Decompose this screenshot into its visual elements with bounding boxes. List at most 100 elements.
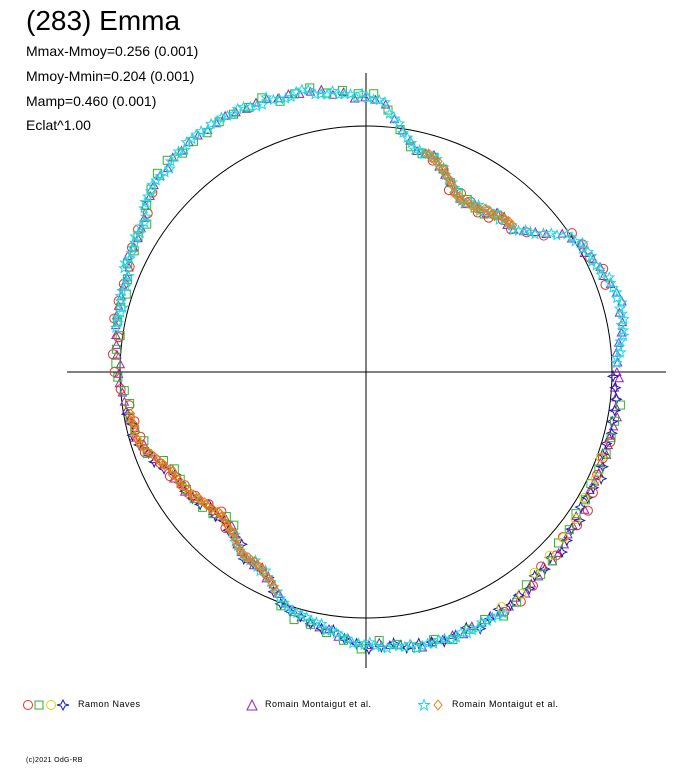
data-point-square <box>571 509 581 519</box>
data-point-star5 <box>114 289 127 302</box>
data-point-star5 <box>118 261 131 274</box>
data-point-circle-red <box>538 230 549 241</box>
data-point-star4 <box>574 500 587 514</box>
data-point-circle-red <box>600 279 611 290</box>
data-point-star5 <box>367 93 380 105</box>
data-point-star5 <box>185 132 198 145</box>
data-point-star5 <box>325 624 338 636</box>
data-point-diamond <box>266 577 277 587</box>
data-point-square <box>594 464 604 474</box>
data-point-square <box>182 484 192 494</box>
data-point-star5 <box>528 227 541 240</box>
data-point-triangle <box>611 287 622 297</box>
data-point-star5 <box>267 93 280 106</box>
data-point-star5 <box>363 636 376 648</box>
data-point-square <box>521 580 531 590</box>
data-point-star5 <box>330 626 343 639</box>
data-point-circle-red <box>113 332 124 343</box>
data-point-triangle <box>133 233 143 243</box>
data-point-star5 <box>524 225 537 238</box>
data-point-diamond <box>508 220 518 230</box>
data-point-diamond <box>475 204 485 215</box>
data-point-triangle <box>193 130 203 140</box>
data-point-star5 <box>114 295 127 307</box>
data-point-star5 <box>537 227 550 239</box>
data-point-diamond <box>421 148 431 158</box>
data-point-star5 <box>146 178 159 191</box>
data-point-triangle <box>314 622 324 632</box>
data-point-square <box>609 416 619 426</box>
data-point-star5 <box>576 236 589 249</box>
data-point-star5 <box>396 126 410 139</box>
data-point-square <box>119 386 129 396</box>
data-point-star5 <box>438 632 451 644</box>
data-point-star5 <box>610 286 623 298</box>
data-point-star5 <box>309 88 322 100</box>
data-point-diamond <box>222 520 232 530</box>
data-point-diamond <box>173 474 184 485</box>
data-point-square <box>111 358 121 368</box>
data-point-square <box>581 495 591 505</box>
data-point-star5 <box>315 617 328 630</box>
data-point-star5 <box>615 318 628 331</box>
star-diamond-icon <box>417 697 443 711</box>
data-point-star4 <box>522 582 536 595</box>
data-point-star5 <box>610 351 623 364</box>
data-point-diamond <box>135 441 146 451</box>
data-point-star5 <box>295 608 308 621</box>
data-point-circle-red <box>582 505 593 516</box>
data-point-star5 <box>610 356 623 369</box>
data-point-square <box>111 344 121 354</box>
data-point-diamond <box>495 210 505 220</box>
data-point-star5 <box>221 109 234 122</box>
data-point-diamond <box>229 527 239 537</box>
data-point-star5 <box>139 210 153 222</box>
data-point-square <box>498 611 508 621</box>
data-point-circle-yellow <box>570 513 581 524</box>
data-point-star5 <box>141 190 154 202</box>
data-point-star5 <box>201 123 214 136</box>
data-point-star4 <box>512 588 526 602</box>
data-point-star4 <box>605 415 619 428</box>
data-point-star5 <box>178 143 191 156</box>
data-point-triangle <box>520 588 531 598</box>
data-point-star5 <box>481 614 494 627</box>
data-point-diamond <box>503 215 513 226</box>
data-point-star5 <box>114 306 127 318</box>
data-point-star5 <box>227 107 240 120</box>
data-point-star5 <box>273 92 286 105</box>
data-point-star5 <box>338 87 351 100</box>
data-point-diamond <box>226 526 236 536</box>
page-title: (283) Emma <box>26 5 181 36</box>
data-point-triangle <box>553 547 564 557</box>
data-point-triangle <box>111 339 122 349</box>
data-point-star5 <box>290 85 303 98</box>
data-point-star5 <box>326 84 339 97</box>
data-point-diamond <box>158 459 169 469</box>
data-point-star5 <box>369 639 382 652</box>
data-point-circle-red <box>587 487 598 498</box>
data-point-square <box>554 538 564 548</box>
data-point-diamond <box>433 156 443 167</box>
data-point-star4 <box>126 417 139 431</box>
data-point-star5 <box>320 88 334 101</box>
data-point-star5 <box>256 98 269 110</box>
data-point-square <box>113 372 123 382</box>
data-point-circle-yellow <box>590 474 601 485</box>
stat-mmoy-mmin: Mmoy-Mmin=0.204 (0.001) <box>26 68 195 84</box>
data-point-diamond <box>451 190 461 201</box>
data-point-star5 <box>122 269 135 282</box>
data-point-star5 <box>274 591 287 604</box>
data-point-diamond <box>489 211 500 222</box>
legend-label: Romain Montaigut et al. <box>452 699 559 709</box>
data-point-star5 <box>215 111 228 123</box>
data-point-diamond <box>435 162 445 172</box>
data-point-circle-red <box>527 580 538 591</box>
stat-mmax-mmoy: Mmax-Mmoy=0.256 (0.001) <box>26 43 199 59</box>
data-point-star4 <box>126 429 139 442</box>
data-point-circle-red <box>536 561 547 572</box>
data-point-circle-yellow <box>516 588 527 599</box>
data-point-star5 <box>341 632 354 644</box>
data-point-star5 <box>335 630 349 642</box>
data-point-square <box>130 425 140 435</box>
